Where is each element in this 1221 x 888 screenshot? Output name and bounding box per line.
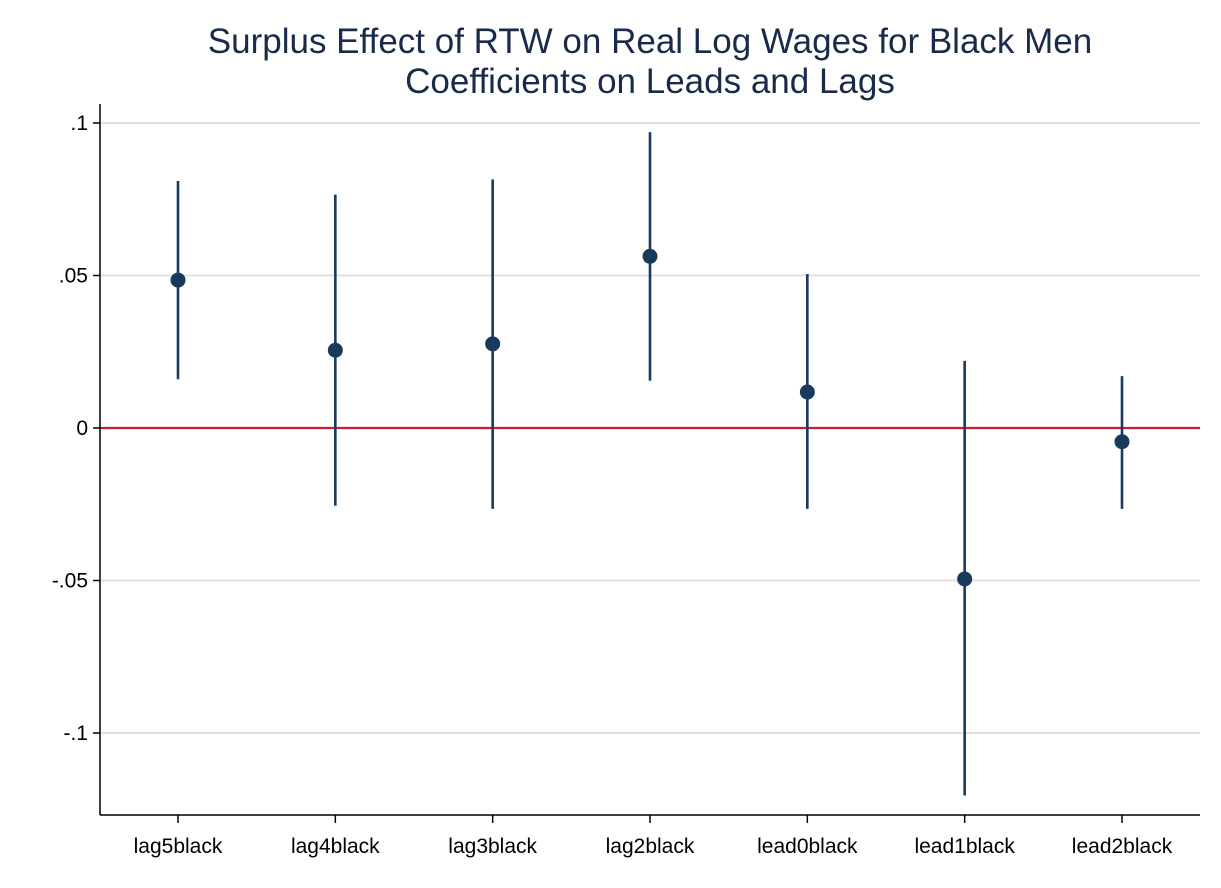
chart-title-block: Surplus Effect of RTW on Real Log Wages … [100,22,1200,102]
point-estimate [485,336,501,352]
x-tick-label: lag5black [134,835,223,858]
y-tick-label: -.05 [52,570,88,593]
point-estimate [170,272,186,288]
point-estimate [327,342,343,358]
y-tick-label: .05 [59,265,88,288]
x-tick-label: lead0black [757,835,858,858]
point-estimate [957,571,973,587]
y-tick-label: .1 [70,112,88,135]
chart-title: Surplus Effect of RTW on Real Log Wages … [207,22,1093,61]
point-estimate [1114,434,1130,450]
point-estimate [799,384,815,400]
y-tick-label: -.1 [63,722,88,745]
x-tick-label: lead2black [1072,835,1173,858]
y-tick-label: 0 [76,417,88,440]
x-tick-label: lag4black [291,835,380,858]
point-estimate [642,248,658,264]
x-tick-label: lag2black [606,835,695,858]
x-tick-label: lead1black [914,835,1015,858]
x-tick-label: lag3black [448,835,537,858]
chart-subtitle: Coefficients on Leads and Lags [405,62,895,101]
